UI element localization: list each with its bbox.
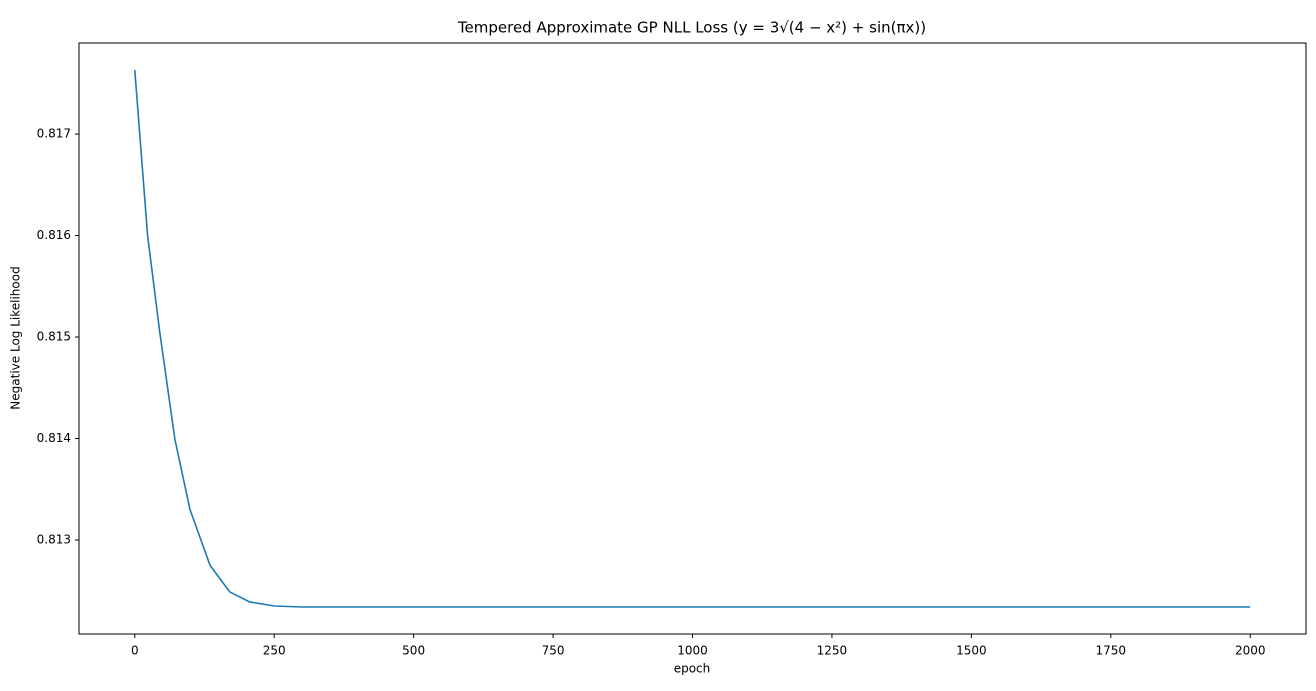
x-tick-label: 1250 [817,644,848,658]
x-tick-label: 2000 [1235,644,1266,658]
chart-title: Tempered Approximate GP NLL Loss (y = 3√… [457,19,926,37]
y-tick-label: 0.817 [37,127,71,141]
x-tick-label: 500 [402,644,425,658]
x-axis-label: epoch [674,662,711,676]
y-tick-label: 0.815 [37,330,71,344]
x-tick-label: 250 [263,644,286,658]
y-tick-label: 0.814 [37,431,71,445]
plot-frame [78,42,1307,635]
y-tick-label: 0.813 [37,533,71,547]
x-tick-label: 1500 [956,644,987,658]
x-tick-label: 750 [542,644,565,658]
x-tick-label: 1750 [1096,644,1127,658]
y-axis-label: Negative Log Likelihood [9,266,23,409]
line-series [133,70,1251,608]
x-tick-label: 1000 [677,644,708,658]
x-tick-label: 0 [131,644,139,658]
y-tick-label: 0.816 [37,228,71,242]
